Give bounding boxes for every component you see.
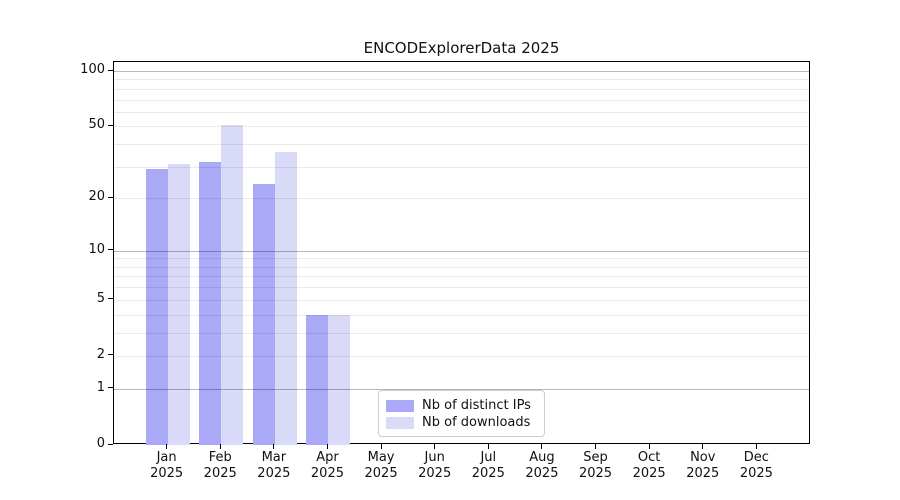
x-tick-label-mar: Mar 2025 bbox=[257, 450, 291, 481]
x-tick-mark bbox=[273, 444, 275, 449]
bar-downloads-mar bbox=[274, 152, 297, 445]
y-tick-label-10: 10 bbox=[88, 241, 105, 257]
y-tick-mark bbox=[108, 298, 113, 300]
y-tick-mark bbox=[108, 69, 113, 71]
legend-swatch-downloads bbox=[386, 416, 414, 429]
x-tick-label-may: May 2025 bbox=[364, 450, 398, 481]
plot-area bbox=[113, 61, 810, 445]
x-tick-mark bbox=[648, 444, 650, 449]
y-tick-mark bbox=[108, 124, 113, 126]
x-tick-label-feb: Feb 2025 bbox=[203, 450, 237, 481]
x-tick-mark bbox=[702, 444, 704, 449]
grid-line-20 bbox=[114, 198, 809, 199]
grid-line-90 bbox=[114, 79, 809, 80]
y-tick-label-2: 2 bbox=[96, 346, 105, 362]
x-tick-label-apr: Apr 2025 bbox=[310, 450, 344, 481]
x-tick-mark bbox=[541, 444, 543, 449]
x-tick-mark bbox=[595, 444, 597, 449]
grid-line-8 bbox=[114, 267, 809, 268]
x-tick-label-jul: Jul 2025 bbox=[471, 450, 505, 481]
y-tick-mark bbox=[108, 354, 113, 356]
y-tick-label-20: 20 bbox=[88, 189, 105, 205]
y-tick-label-100: 100 bbox=[80, 62, 105, 77]
y-tick-mark bbox=[108, 443, 113, 445]
grid-line-2 bbox=[114, 356, 809, 357]
x-tick-mark bbox=[380, 444, 382, 449]
x-tick-mark bbox=[326, 444, 328, 449]
y-tick-mark bbox=[108, 196, 113, 198]
grid-line-5 bbox=[114, 300, 809, 301]
grid-line-9 bbox=[114, 258, 809, 259]
bar-downloads-feb bbox=[221, 124, 244, 445]
x-tick-mark bbox=[219, 444, 221, 449]
y-tick-label-5: 5 bbox=[96, 290, 105, 306]
legend-label-distinct-ips: Nb of distinct IPs bbox=[422, 398, 531, 413]
bar-distinct-ips-jan bbox=[145, 169, 168, 445]
x-tick-mark bbox=[166, 444, 168, 449]
x-tick-label-dec: Dec 2025 bbox=[739, 450, 773, 481]
grid-line-6 bbox=[114, 287, 809, 288]
y-tick-label-1: 1 bbox=[96, 379, 105, 395]
bar-distinct-ips-feb bbox=[199, 161, 222, 445]
grid-line-4 bbox=[114, 315, 809, 316]
grid-line-7 bbox=[114, 276, 809, 277]
grid-line-80 bbox=[114, 89, 809, 90]
x-tick-label-sep: Sep 2025 bbox=[578, 450, 613, 481]
legend: Nb of distinct IPs Nb of downloads bbox=[378, 390, 545, 437]
x-tick-mark bbox=[755, 444, 757, 449]
grid-line-100 bbox=[114, 71, 809, 72]
bar-distinct-ips-mar bbox=[252, 184, 275, 445]
y-tick-label-0: 0 bbox=[96, 436, 105, 451]
y-tick-mark bbox=[108, 387, 113, 389]
x-tick-label-oct: Oct 2025 bbox=[632, 450, 666, 481]
x-tick-label-nov: Nov 2025 bbox=[686, 450, 720, 481]
chart-title: ENCODExplorerData 2025 bbox=[363, 39, 560, 57]
y-tick-label-50: 50 bbox=[88, 117, 105, 133]
y-tick-mark bbox=[108, 249, 113, 251]
x-tick-mark bbox=[434, 444, 436, 449]
bar-downloads-apr bbox=[328, 314, 351, 445]
grid-line-40 bbox=[114, 144, 809, 145]
grid-line-70 bbox=[114, 100, 809, 101]
legend-label-downloads: Nb of downloads bbox=[422, 415, 531, 430]
grid-line-50 bbox=[114, 126, 809, 127]
grid-line-3 bbox=[114, 333, 809, 334]
legend-entry-downloads: Nb of downloads bbox=[386, 414, 536, 431]
grid-line-1 bbox=[114, 389, 809, 390]
x-tick-label-jan: Jan 2025 bbox=[150, 450, 184, 481]
grid-line-10 bbox=[114, 251, 809, 252]
x-tick-mark bbox=[487, 444, 489, 449]
legend-swatch-distinct-ips bbox=[386, 399, 414, 412]
legend-entry-distinct-ips: Nb of distinct IPs bbox=[386, 397, 536, 414]
grid-line-30 bbox=[114, 167, 809, 168]
bar-distinct-ips-apr bbox=[306, 314, 329, 445]
x-tick-label-aug: Aug 2025 bbox=[525, 450, 559, 481]
x-tick-label-jun: Jun 2025 bbox=[418, 450, 452, 481]
bar-downloads-jan bbox=[167, 164, 190, 445]
grid-line-60 bbox=[114, 112, 809, 113]
